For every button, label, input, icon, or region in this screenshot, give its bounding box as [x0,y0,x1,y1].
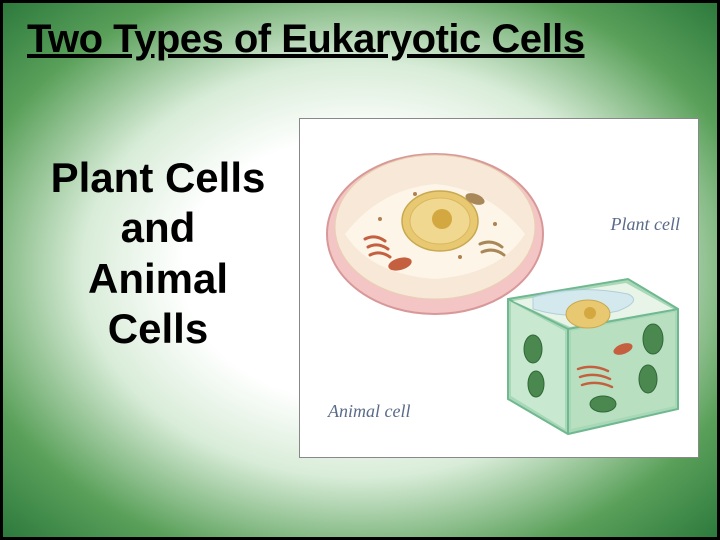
animal-cell-label: Animal cell [328,401,410,422]
subtitle-line-3: Animal [88,255,228,302]
slide-container: Two Types of Eukaryotic Cells Plant Cell… [0,0,720,540]
plant-cell-illustration [478,239,688,439]
subtitle-line-1: Plant Cells [51,154,266,201]
slide-subtitle: Plant Cells and Animal Cells [33,153,283,355]
plant-cell-label: Plant cell [611,214,680,235]
slide-title: Two Types of Eukaryotic Cells [27,17,585,62]
subtitle-line-4: Cells [108,305,208,352]
subtitle-line-2: and [121,204,196,251]
cell-illustration-box: Animal cell Plant cell [299,118,699,458]
